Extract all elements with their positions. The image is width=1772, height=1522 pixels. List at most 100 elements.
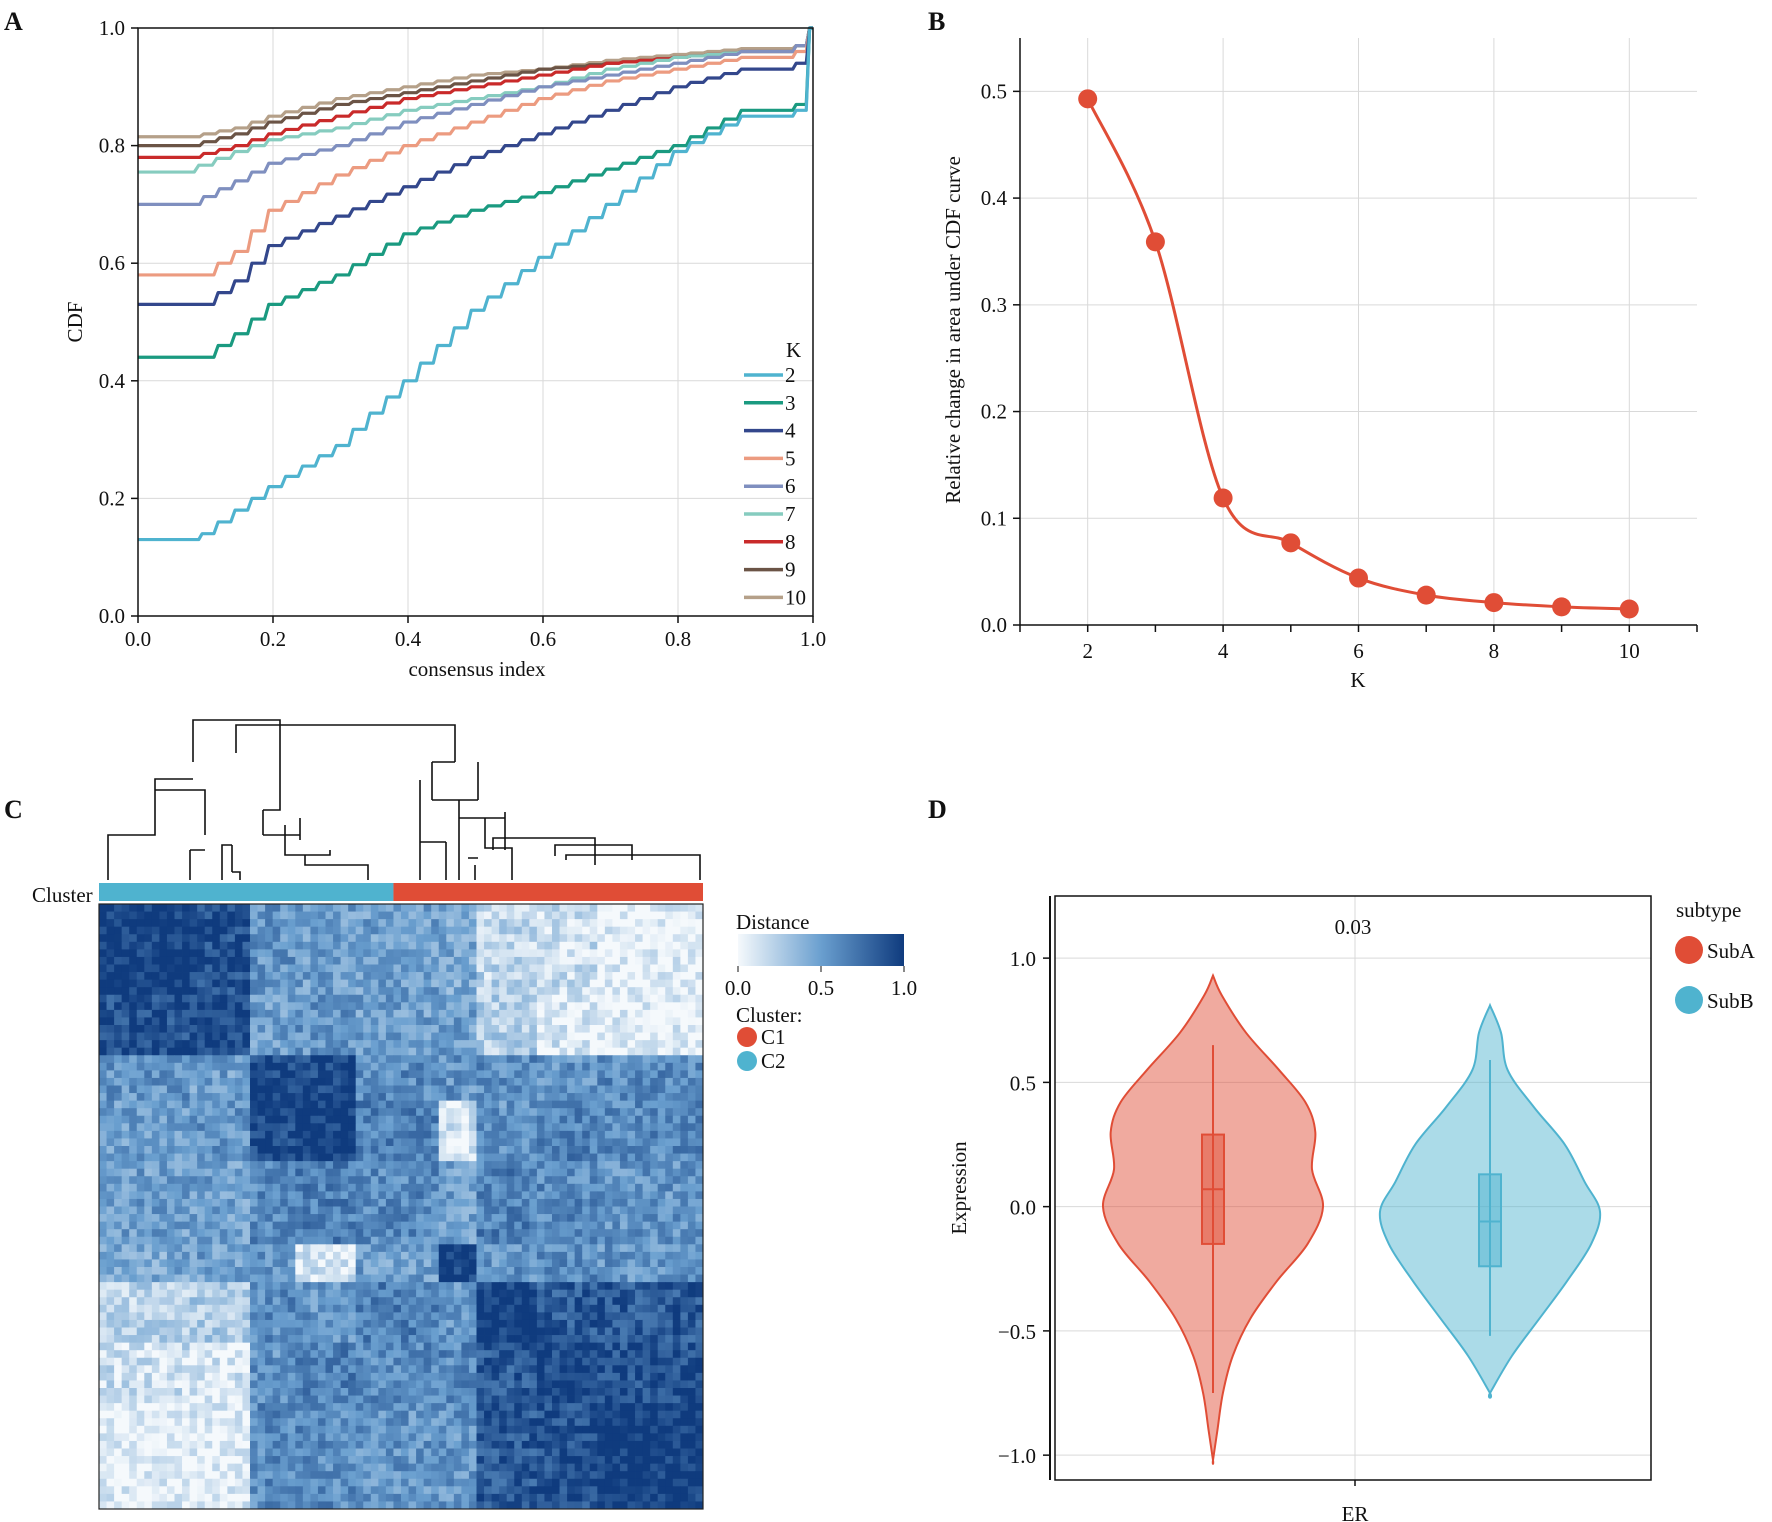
panel-c-heat-cell — [303, 1199, 311, 1207]
panel-c-heat-cell — [695, 1305, 703, 1313]
panel-c-heat-cell — [409, 1320, 417, 1328]
panel-c-heat-cell — [341, 942, 349, 950]
panel-c-heat-cell — [522, 919, 530, 927]
panel-c-heat-cell — [529, 1161, 537, 1169]
panel-c-heat-cell — [250, 995, 258, 1003]
panel-c-heat-cell — [401, 1259, 409, 1267]
panel-c-heat-cell — [484, 1123, 492, 1131]
panel-c-heat-cell — [499, 1275, 507, 1283]
panel-c-heat-cell — [409, 1275, 417, 1283]
panel-c-heat-cell — [371, 1025, 379, 1033]
panel-c-heat-cell — [205, 1123, 213, 1131]
panel-c-heat-cell — [643, 912, 651, 920]
panel-c-heat-cell — [529, 1290, 537, 1298]
figure-canvas: A 0.0 0.2 0.4 0.6 0.8 1.00.00.20.40.60.81.0 c… — [0, 0, 1772, 1522]
panel-c-heat-cell — [341, 1033, 349, 1041]
panel-c-heat-cell — [220, 1184, 228, 1192]
panel-c-heat-cell — [522, 1199, 530, 1207]
panel-c-heat-cell — [454, 1237, 462, 1245]
panel-c-heat-cell — [575, 1040, 583, 1048]
panel-c-heat-cell — [107, 1070, 115, 1078]
panel-c-heat-cell — [605, 1207, 613, 1215]
panel-c-heat-cell — [378, 995, 386, 1003]
panel-c-heat-cell — [492, 1290, 500, 1298]
panel-c-heat-cell — [446, 1207, 454, 1215]
panel-c-heat-cell — [227, 1033, 235, 1041]
panel-c-heat-cell — [688, 1229, 696, 1237]
panel-c-heat-cell — [280, 1358, 288, 1366]
panel-c-heat-cell — [295, 1282, 303, 1290]
panel-c-heat-cell — [590, 1055, 598, 1063]
panel-c-heat-cell — [612, 1017, 620, 1025]
panel-c-heat-cell — [159, 1312, 167, 1320]
panel-c-heat-cell — [409, 1305, 417, 1313]
panel-c-heat-cell — [341, 980, 349, 988]
panel-c-heat-cell — [250, 1146, 258, 1154]
panel-c-heat-cell — [197, 919, 205, 927]
panel-c-heat-cell — [522, 987, 530, 995]
panel-c-heat-cell — [658, 904, 666, 912]
panel-c-heat-cell — [265, 1282, 273, 1290]
panel-c-heat-cell — [514, 919, 522, 927]
panel-c-heat-cell — [212, 1222, 220, 1230]
panel-c-heat-cell — [409, 1040, 417, 1048]
panel-c-heat-cell — [477, 972, 485, 980]
panel-c-heat-cell — [650, 1017, 658, 1025]
panel-c-heat-cell — [477, 1252, 485, 1260]
panel-c-heat-cell — [439, 1048, 447, 1056]
panel-c-heat-cell — [318, 1207, 326, 1215]
panel-c-heat-cell — [348, 1078, 356, 1086]
panel-c-heat-cell — [643, 1078, 651, 1086]
panel-c-heat-cell — [122, 987, 130, 995]
panel-c-heat-cell — [356, 1086, 364, 1094]
panel-c-heat-cell — [514, 1176, 522, 1184]
panel-c-heat-cell — [688, 1312, 696, 1320]
panel-c-heat-cell — [242, 1252, 250, 1260]
panel-c-heat-cell — [205, 1055, 213, 1063]
panel-c-heat-cell — [597, 1123, 605, 1131]
panel-c-heat-cell — [333, 1358, 341, 1366]
panel-c-heat-cell — [560, 1207, 568, 1215]
panel-c-heat-cell — [393, 1297, 401, 1305]
panel-c-heat-cell — [537, 1328, 545, 1336]
panel-c-heat-cell — [129, 1259, 137, 1267]
panel-c-heat-cell — [182, 1086, 190, 1094]
panel-c-heat-cell — [635, 1267, 643, 1275]
panel-c-heat-cell — [175, 965, 183, 973]
panel-c-heat-cell — [477, 912, 485, 920]
panel-c-heat-cell — [544, 1222, 552, 1230]
panel-c-heat-cell — [152, 919, 160, 927]
panel-c-heat-cell — [544, 980, 552, 988]
panel-c-heat-cell — [416, 1108, 424, 1116]
panel-c-heat-cell — [567, 1025, 575, 1033]
panel-c-heat-cell — [159, 965, 167, 973]
panel-c-heat-cell — [326, 1017, 334, 1025]
panel-c-heat-cell — [107, 1214, 115, 1222]
panel-c-heat-cell — [560, 1259, 568, 1267]
panel-c-heat-cell — [643, 995, 651, 1003]
panel-c-heat-cell — [258, 1259, 266, 1267]
panel-c-heat-cell — [227, 1138, 235, 1146]
panel-c-heat-cell — [529, 1214, 537, 1222]
panel-c-heat-cell — [439, 1093, 447, 1101]
panel-c-heat-cell — [295, 1176, 303, 1184]
panel-c-heat-cell — [514, 1214, 522, 1222]
panel-c-heat-cell — [680, 972, 688, 980]
panel-c-heat-cell — [107, 1025, 115, 1033]
panel-c-heat-cell — [280, 1161, 288, 1169]
panel-c-heat-cell — [227, 965, 235, 973]
panel-c-heat-cell — [620, 1335, 628, 1343]
panel-c-heat-cell — [673, 927, 681, 935]
panel-c-heat-cell — [182, 1358, 190, 1366]
panel-c-heat-cell — [537, 1244, 545, 1252]
panel-c-heat-cell — [628, 1138, 636, 1146]
panel-c-heat-cell — [212, 1335, 220, 1343]
panel-c-heat-cell — [575, 1320, 583, 1328]
panel-c-heat-cell — [612, 1305, 620, 1313]
panel-c-heat-cell — [424, 1025, 432, 1033]
panel-c-heat-cell — [326, 1199, 334, 1207]
panel-c-heat-cell — [280, 1017, 288, 1025]
panel-c-heat-cell — [605, 949, 613, 957]
panel-c-heat-cell — [688, 1161, 696, 1169]
panel-c-heat-cell — [114, 1214, 122, 1222]
